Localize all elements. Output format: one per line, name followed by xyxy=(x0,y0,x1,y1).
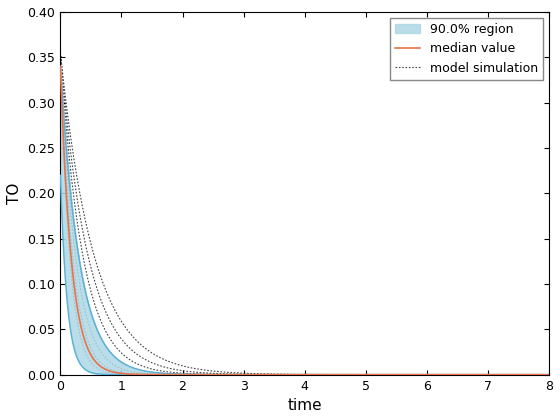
Line: median value: median value xyxy=(60,66,549,375)
model simulation xyxy=(57,50,64,55)
median value xyxy=(282,372,288,377)
median value xyxy=(442,372,449,377)
Y-axis label: TO: TO xyxy=(7,183,22,204)
model simulation xyxy=(282,372,288,377)
Line: model simulation: model simulation xyxy=(60,53,549,375)
X-axis label: time: time xyxy=(287,398,322,413)
model simulation xyxy=(442,372,449,377)
median value xyxy=(295,372,301,377)
Legend: 90.0% region, median value, model simulation: 90.0% region, median value, model simula… xyxy=(390,18,543,80)
model simulation xyxy=(295,372,301,377)
model simulation xyxy=(531,372,538,377)
model simulation xyxy=(545,372,552,377)
median value xyxy=(531,372,538,377)
model simulation xyxy=(531,372,538,377)
model simulation xyxy=(82,218,88,223)
median value xyxy=(82,339,88,344)
median value xyxy=(531,372,538,377)
median value xyxy=(545,372,552,377)
median value xyxy=(57,64,64,69)
